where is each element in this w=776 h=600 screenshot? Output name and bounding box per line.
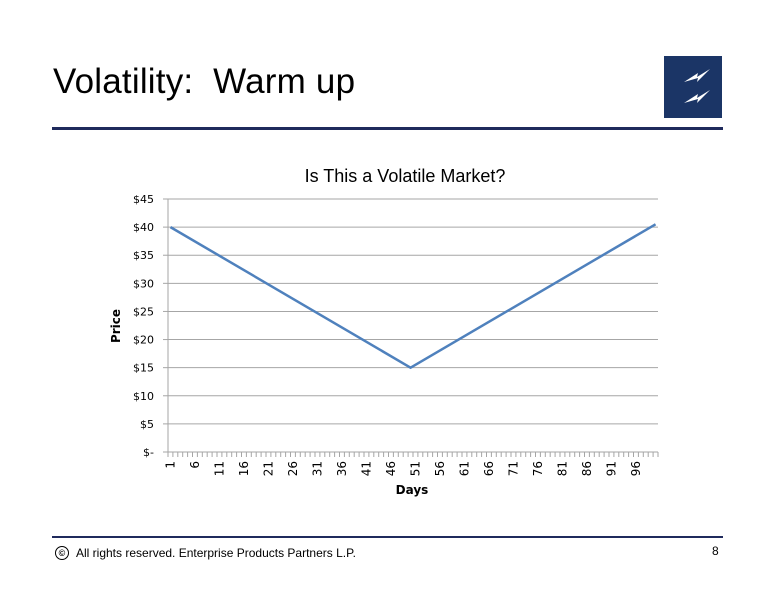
y-tick-label: $15 [133,362,154,375]
y-tick-label: $- [143,446,154,459]
footer: © All rights reserved. Enterprise Produc… [55,546,356,560]
x-tick-label: 31 [310,461,324,476]
x-tick-label: 11 [212,461,226,476]
footer-divider [52,536,723,538]
price-series-line [169,223,657,370]
x-tick-label: 91 [604,461,618,476]
x-tick-label: 76 [531,461,545,476]
x-axis-label: Days [396,483,429,497]
page-number: 8 [712,544,719,558]
y-axis-label: Price [109,309,123,343]
x-tick-label: 66 [482,461,496,476]
copyright-icon: © [55,546,69,560]
x-tick-label: 51 [408,461,422,476]
slide-title: Volatility: Warm up [53,62,356,101]
x-tick-label: 21 [261,461,275,476]
y-tick-label: $10 [133,390,154,403]
y-tick-label: $30 [133,277,154,290]
y-tick-label: $25 [133,305,154,318]
x-tick-label: 26 [286,461,300,476]
lightning-bolts-icon [664,56,722,118]
x-tick-label: 71 [506,461,520,476]
x-tick-label: 56 [433,461,447,476]
y-tick-label: $35 [133,249,154,262]
y-tick-label: $45 [133,193,154,206]
x-tick-label: 36 [335,461,349,476]
x-tick-label: 1 [163,461,177,469]
x-tick-label: 41 [359,461,373,476]
x-tick-label: 46 [384,461,398,476]
x-tick-label: 61 [457,461,471,476]
y-tick-label: $20 [133,334,154,347]
title-divider [52,127,723,130]
x-tick-label: 81 [555,461,569,476]
x-tick-label: 86 [580,461,594,476]
footer-text: All rights reserved. Enterprise Products… [76,546,356,560]
y-tick-label: $40 [133,221,154,234]
x-tick-label: 96 [629,461,643,476]
x-tick-label: 6 [188,461,202,469]
chart-title: Is This a Volatile Market? [305,166,506,186]
y-tick-label: $5 [140,418,154,431]
line-chart: Is This a Volatile Market? $- $5 $10 $15 $20… [109,166,659,497]
x-tick-label: 16 [237,461,251,476]
